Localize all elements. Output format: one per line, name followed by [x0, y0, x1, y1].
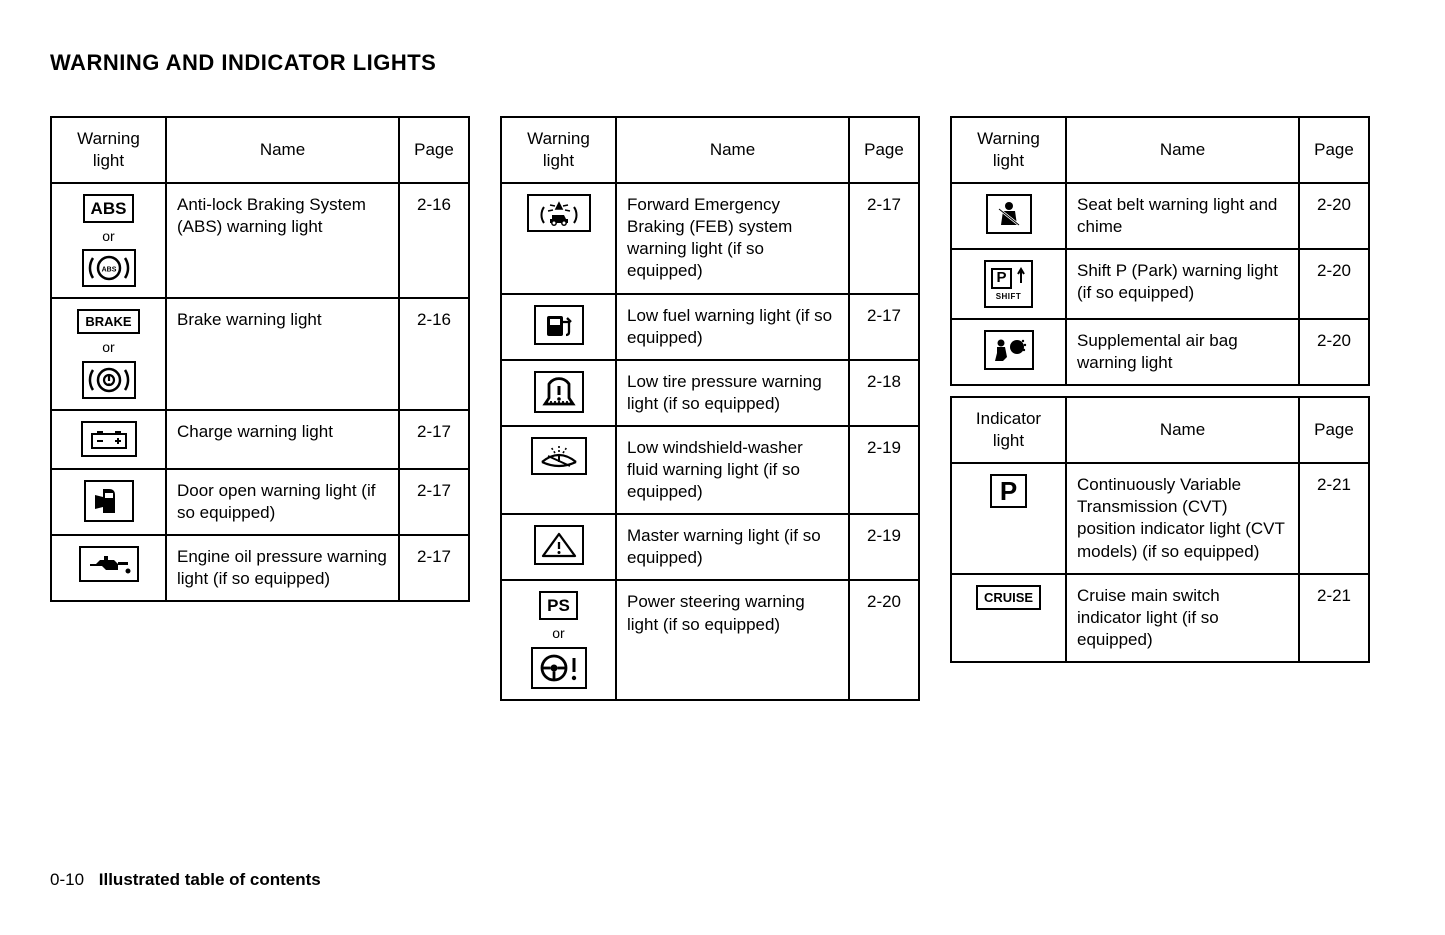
- header-name: Name: [616, 117, 849, 183]
- light-name: Low windshield-washer fluid warning ligh…: [616, 426, 849, 514]
- light-name: Engine oil pressure warning light (if so…: [166, 535, 399, 601]
- seatbelt-icon: [951, 183, 1066, 249]
- page-ref: 2-20: [1299, 319, 1369, 385]
- page-container: WARNING AND INDICATOR LIGHTS Warning lig…: [0, 0, 1445, 731]
- light-name: Supplemental air bag warning light: [1066, 319, 1299, 385]
- fuel-icon: [501, 294, 616, 360]
- page-ref: 2-20: [1299, 249, 1369, 318]
- light-name: Power steering warning light (if so equi…: [616, 580, 849, 699]
- page-ref: 2-20: [1299, 183, 1369, 249]
- table-row: Engine oil pressure warning light (if so…: [51, 535, 469, 601]
- table-row: Seat belt warning light and chime2-20: [951, 183, 1369, 249]
- header-page: Page: [399, 117, 469, 183]
- table-row: Master warning light (if so equipped)2-1…: [501, 514, 919, 580]
- page-ref: 2-17: [849, 294, 919, 360]
- light-name: Charge warning light: [166, 410, 399, 469]
- table-row: ABSor ABS Anti-lock Braking System (ABS)…: [51, 183, 469, 298]
- tables-row: Warning lightNamePageABSor ABS Anti-lock…: [50, 116, 1395, 701]
- page-ref: 2-16: [399, 298, 469, 409]
- cvt-p-icon: P: [951, 463, 1066, 573]
- page-ref: 2-21: [1299, 463, 1369, 573]
- header-page: Page: [1299, 117, 1369, 183]
- header-indicator-light: Indicator light: [951, 397, 1066, 463]
- cruise-icon: CRUISE: [951, 574, 1066, 662]
- light-name: Continuously Vari­able Transmission (CVT…: [1066, 463, 1299, 573]
- page-ref: 2-20: [849, 580, 919, 699]
- table-column-2: Warning lightNamePage Seat belt warning …: [950, 116, 1370, 663]
- warning-table: Warning lightNamePage Forward Emergency …: [500, 116, 920, 701]
- table-row: PSHIFTShift P (Park) warn­ing light (if …: [951, 249, 1369, 318]
- brake-icon: BRAKEor: [51, 298, 166, 409]
- page-ref: 2-17: [399, 535, 469, 601]
- light-name: Seat belt warning light and chime: [1066, 183, 1299, 249]
- warning-table: Warning lightNamePage Seat belt warning …: [950, 116, 1370, 386]
- table-row: Low tire pressure warning light (if so e…: [501, 360, 919, 426]
- header-name: Name: [1066, 397, 1299, 463]
- page-ref: 2-18: [849, 360, 919, 426]
- footer-section-title: Illustrated table of contents: [99, 870, 321, 889]
- table-row: Forward Emergency Braking (FEB) sys­tem …: [501, 183, 919, 293]
- page-ref: 2-19: [849, 514, 919, 580]
- table-row: Charge warning light2-17: [51, 410, 469, 469]
- table-row: Supplemental air bag warning light2-20: [951, 319, 1369, 385]
- light-name: Brake warning light: [166, 298, 399, 409]
- tpms-icon: [501, 360, 616, 426]
- header-warning-light: Warning light: [501, 117, 616, 183]
- page-footer: 0-10 Illustrated table of contents: [50, 870, 321, 890]
- table-column-0: Warning lightNamePageABSor ABS Anti-lock…: [50, 116, 470, 602]
- page-heading: WARNING AND INDICATOR LIGHTS: [50, 50, 1395, 76]
- airbag-icon: [951, 319, 1066, 385]
- light-name: Low fuel warning light (if so equipped): [616, 294, 849, 360]
- master-icon: [501, 514, 616, 580]
- light-name: Forward Emergency Braking (FEB) sys­tem …: [616, 183, 849, 293]
- warning-table: Warning lightNamePageABSor ABS Anti-lock…: [50, 116, 470, 602]
- header-name: Name: [1066, 117, 1299, 183]
- header-page: Page: [1299, 397, 1369, 463]
- light-name: Low tire pressure warning light (if so e…: [616, 360, 849, 426]
- table-row: Low fuel warning light (if so equipped)2…: [501, 294, 919, 360]
- door-icon: [51, 469, 166, 535]
- table-row: BRAKEor Brake warning light2-16: [51, 298, 469, 409]
- light-name: Cruise main switch indicator light (if s…: [1066, 574, 1299, 662]
- table-column-1: Warning lightNamePage Forward Emergency …: [500, 116, 920, 701]
- washer-icon: [501, 426, 616, 514]
- light-name: Master warning light (if so equipped): [616, 514, 849, 580]
- page-ref: 2-17: [399, 410, 469, 469]
- header-warning-light: Warning light: [951, 117, 1066, 183]
- ps-icon: PSor: [501, 580, 616, 699]
- light-name: Door open warning light (if so equipped): [166, 469, 399, 535]
- light-name: Shift P (Park) warn­ing light (if so equ…: [1066, 249, 1299, 318]
- shiftp-icon: PSHIFT: [951, 249, 1066, 318]
- table-row: PContinuously Vari­able Transmission (CV…: [951, 463, 1369, 573]
- feb-icon: [501, 183, 616, 293]
- header-name: Name: [166, 117, 399, 183]
- battery-icon: [51, 410, 166, 469]
- table-row: CRUISECruise main switch indicator light…: [951, 574, 1369, 662]
- page-ref: 2-17: [399, 469, 469, 535]
- page-ref: 2-17: [849, 183, 919, 293]
- abs-icon: ABSor ABS: [51, 183, 166, 298]
- page-ref: 2-19: [849, 426, 919, 514]
- page-ref: 2-16: [399, 183, 469, 298]
- header-warning-light: Warning light: [51, 117, 166, 183]
- svg-text:ABS: ABS: [101, 267, 116, 274]
- table-row: PSor Power steering warning light (if so…: [501, 580, 919, 699]
- page-ref: 2-21: [1299, 574, 1369, 662]
- table-row: Low windshield-washer fluid warning ligh…: [501, 426, 919, 514]
- oil-icon: [51, 535, 166, 601]
- warning-table: Indicator lightNamePagePContinuously Var…: [950, 396, 1370, 663]
- table-row: Door open warning light (if so equipped)…: [51, 469, 469, 535]
- light-name: Anti-lock Braking System (ABS) warn­ing …: [166, 183, 399, 298]
- header-page: Page: [849, 117, 919, 183]
- footer-page-number: 0-10: [50, 870, 84, 889]
